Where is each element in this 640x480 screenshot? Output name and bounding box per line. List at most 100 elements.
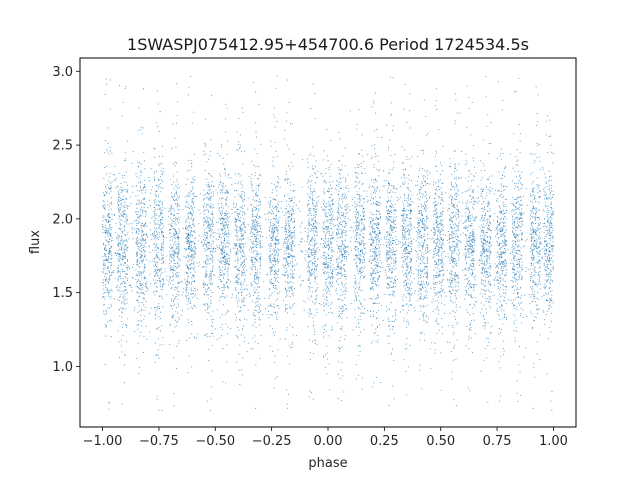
data-point (177, 183, 179, 185)
data-point (293, 221, 296, 223)
data-point (176, 246, 178, 248)
data-point (118, 264, 120, 266)
data-point (235, 226, 237, 228)
data-point (343, 269, 345, 271)
data-point (363, 190, 365, 192)
data-point (105, 278, 107, 280)
data-point (238, 353, 240, 355)
data-point (206, 400, 208, 402)
data-point (209, 253, 211, 255)
data-point (274, 206, 276, 209)
data-point (285, 220, 287, 222)
data-point (306, 158, 308, 160)
data-point (221, 209, 223, 211)
data-point (354, 246, 356, 248)
data-point (109, 188, 111, 190)
data-point (163, 235, 165, 237)
data-point (284, 247, 286, 249)
data-point (306, 193, 308, 195)
data-point (314, 277, 316, 279)
data-point (186, 237, 188, 239)
data-point (139, 186, 141, 188)
data-point (269, 227, 271, 229)
data-point (339, 178, 341, 180)
data-point (259, 174, 261, 176)
data-point (285, 120, 287, 122)
data-point (176, 204, 178, 206)
data-point (290, 255, 292, 257)
data-point (189, 211, 191, 213)
data-point (159, 268, 161, 270)
data-point (269, 279, 271, 281)
data-point (202, 210, 205, 212)
data-point (286, 403, 288, 405)
data-point (210, 184, 212, 186)
data-point (140, 272, 142, 274)
data-point (257, 221, 259, 223)
data-point (243, 318, 246, 320)
data-point (187, 213, 189, 215)
data-point (390, 269, 392, 271)
data-point (206, 222, 208, 224)
data-point (339, 273, 341, 275)
data-point (308, 186, 310, 188)
data-point (285, 243, 287, 245)
data-point (136, 224, 138, 226)
data-point (354, 224, 356, 226)
data-point (336, 261, 338, 263)
data-point (330, 196, 332, 199)
data-point (145, 300, 147, 302)
data-point (325, 272, 327, 274)
data-point (378, 275, 380, 277)
data-point (186, 263, 188, 265)
data-point (238, 300, 240, 302)
data-point (142, 225, 144, 227)
data-point (326, 288, 328, 290)
data-point (210, 219, 212, 221)
data-point (322, 326, 324, 328)
data-point (222, 182, 224, 184)
data-point (254, 244, 256, 246)
data-point (177, 261, 179, 263)
data-point (120, 219, 122, 221)
data-point (226, 218, 228, 220)
data-point (121, 271, 123, 273)
data-point (330, 242, 332, 245)
data-point (139, 266, 141, 268)
data-point (329, 214, 331, 216)
data-point (270, 224, 272, 226)
data-point (363, 276, 365, 278)
data-point (307, 297, 309, 299)
data-point (107, 143, 109, 145)
data-point (269, 234, 271, 236)
data-point (153, 173, 155, 175)
data-point (327, 225, 330, 227)
data-point (332, 215, 334, 217)
data-point (259, 183, 261, 185)
data-point (223, 252, 226, 254)
data-point (376, 168, 378, 170)
data-point (312, 262, 314, 264)
data-point (160, 280, 162, 282)
data-point (340, 206, 342, 208)
data-point (189, 302, 191, 304)
data-point (160, 243, 162, 245)
data-point (325, 295, 327, 298)
data-point (356, 124, 358, 126)
data-point (340, 369, 342, 371)
data-point (125, 340, 127, 342)
data-point (208, 158, 210, 160)
data-point (212, 259, 214, 261)
data-point (192, 188, 194, 190)
data-point (255, 267, 257, 269)
data-point (360, 269, 362, 271)
data-point (324, 215, 326, 217)
data-point (161, 156, 164, 158)
data-point (289, 181, 291, 183)
data-point (388, 149, 390, 151)
data-point (206, 275, 208, 277)
data-point (172, 279, 174, 281)
data-point (356, 237, 358, 239)
data-point (332, 276, 334, 278)
data-point (191, 122, 193, 124)
